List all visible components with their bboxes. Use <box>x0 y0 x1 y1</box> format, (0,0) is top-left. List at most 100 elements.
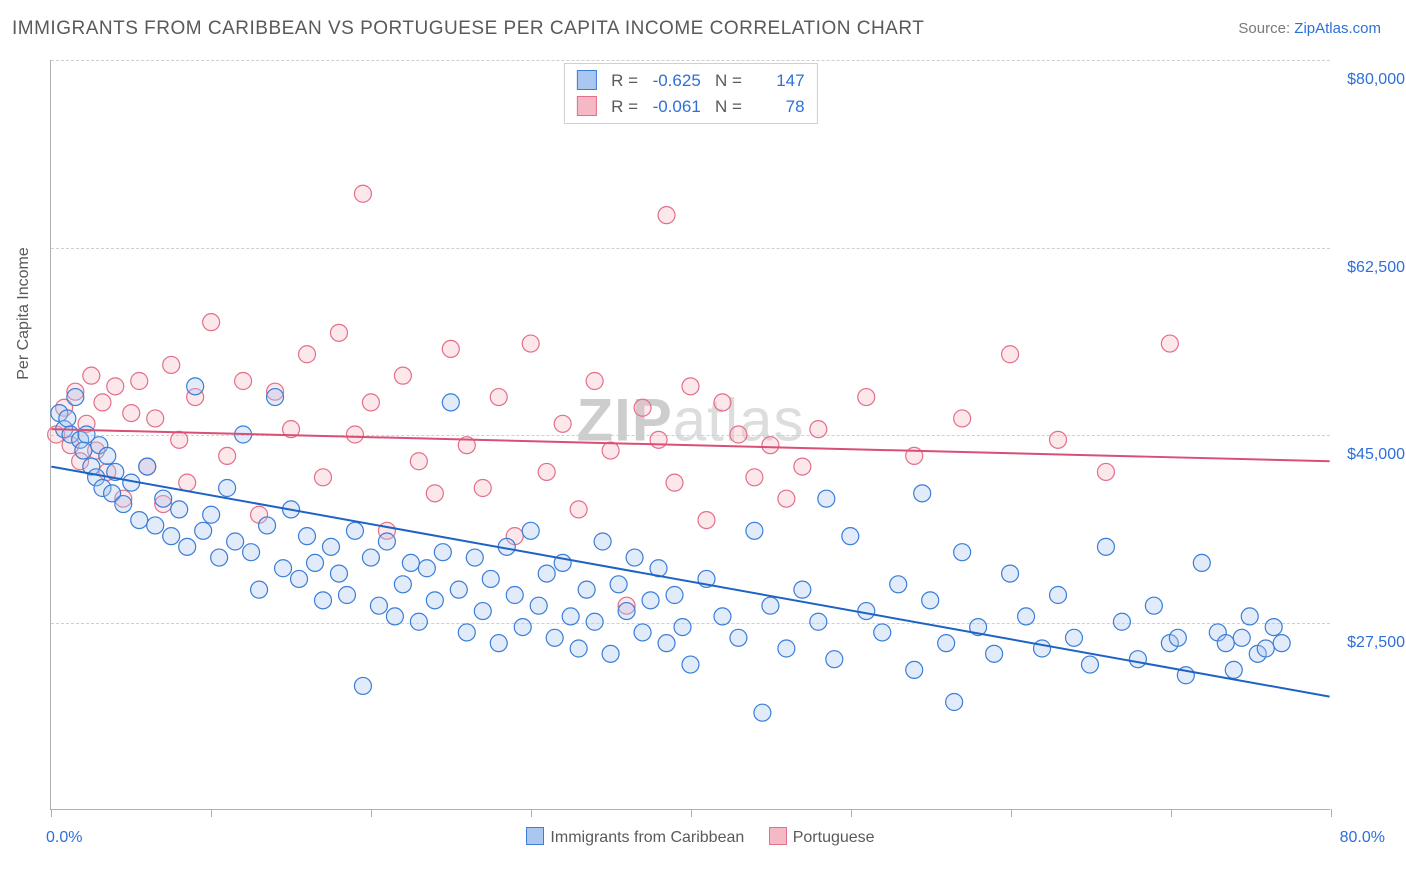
data-point-caribbean <box>530 597 547 614</box>
data-point-caribbean <box>1034 640 1051 657</box>
data-point-caribbean <box>506 587 523 604</box>
data-point-caribbean <box>394 576 411 593</box>
data-point-caribbean <box>1193 554 1210 571</box>
x-tick <box>1331 809 1332 817</box>
data-point-caribbean <box>602 645 619 662</box>
data-point-caribbean <box>658 635 675 652</box>
n-value-caribbean: 147 <box>747 68 805 94</box>
data-point-caribbean <box>418 560 435 577</box>
data-point-caribbean <box>922 592 939 609</box>
data-point-caribbean <box>1081 656 1098 673</box>
data-point-caribbean <box>442 394 459 411</box>
data-point-caribbean <box>243 544 260 561</box>
data-point-caribbean <box>954 544 971 561</box>
data-point-caribbean <box>179 538 196 555</box>
data-point-caribbean <box>1097 538 1114 555</box>
data-point-caribbean <box>75 442 92 459</box>
data-point-caribbean <box>874 624 891 641</box>
data-point-caribbean <box>227 533 244 550</box>
legend-swatch-portuguese <box>769 827 787 845</box>
data-point-portuguese <box>474 480 491 497</box>
data-point-caribbean <box>986 645 1003 662</box>
y-tick-label: $45,000 <box>1335 446 1405 464</box>
legend-bottom: Immigrants from Caribbean Portuguese <box>51 827 1330 847</box>
data-point-caribbean <box>562 608 579 625</box>
data-point-caribbean <box>203 506 220 523</box>
legend-label-caribbean: Immigrants from Caribbean <box>550 829 744 846</box>
chart-title: IMMIGRANTS FROM CARIBBEAN VS PORTUGUESE … <box>12 18 924 40</box>
data-point-caribbean <box>578 581 595 598</box>
data-point-portuguese <box>1002 346 1019 363</box>
data-point-portuguese <box>650 431 667 448</box>
data-point-caribbean <box>211 549 228 566</box>
data-point-portuguese <box>330 324 347 341</box>
data-point-portuguese <box>554 415 571 432</box>
data-point-portuguese <box>682 378 699 395</box>
data-point-portuguese <box>762 437 779 454</box>
data-point-caribbean <box>275 560 292 577</box>
data-point-caribbean <box>714 608 731 625</box>
data-point-caribbean <box>538 565 555 582</box>
data-point-caribbean <box>906 661 923 678</box>
data-point-caribbean <box>402 554 419 571</box>
data-point-portuguese <box>299 346 316 363</box>
data-point-caribbean <box>59 410 76 427</box>
data-point-caribbean <box>746 522 763 539</box>
data-point-portuguese <box>570 501 587 518</box>
data-point-caribbean <box>682 656 699 673</box>
data-point-caribbean <box>131 512 148 529</box>
data-point-caribbean <box>1257 640 1274 657</box>
data-point-caribbean <box>267 389 284 406</box>
data-point-caribbean <box>299 528 316 545</box>
correlation-stats-box: R = -0.625 N = 147 R = -0.061 N = 78 <box>563 63 817 124</box>
data-point-caribbean <box>810 613 827 630</box>
n-value-portuguese: 78 <box>747 94 805 120</box>
scatter-svg <box>51 60 1330 809</box>
data-point-caribbean <box>354 677 371 694</box>
y-tick-label: $80,000 <box>1335 71 1405 89</box>
data-point-caribbean <box>410 613 427 630</box>
data-point-caribbean <box>362 549 379 566</box>
data-point-caribbean <box>338 587 355 604</box>
data-point-caribbean <box>818 490 835 507</box>
data-point-caribbean <box>938 635 955 652</box>
data-point-portuguese <box>123 405 140 422</box>
data-point-portuguese <box>666 474 683 491</box>
data-point-caribbean <box>754 704 771 721</box>
x-axis-max-label: 80.0% <box>1340 829 1385 847</box>
data-point-portuguese <box>179 474 196 491</box>
data-point-portuguese <box>346 426 363 443</box>
x-tick <box>371 809 372 817</box>
data-point-portuguese <box>794 458 811 475</box>
data-point-caribbean <box>139 458 156 475</box>
x-tick <box>211 809 212 817</box>
data-point-caribbean <box>1113 613 1130 630</box>
data-point-caribbean <box>1002 565 1019 582</box>
swatch-portuguese <box>576 96 596 116</box>
data-point-caribbean <box>1065 629 1082 646</box>
data-point-caribbean <box>315 592 332 609</box>
data-point-caribbean <box>594 533 611 550</box>
data-point-portuguese <box>634 399 651 416</box>
legend-label-portuguese: Portuguese <box>793 829 875 846</box>
data-point-caribbean <box>514 619 531 636</box>
data-point-caribbean <box>1241 608 1258 625</box>
data-point-caribbean <box>147 517 164 534</box>
source-link[interactable]: ZipAtlas.com <box>1294 20 1381 37</box>
data-point-portuguese <box>778 490 795 507</box>
data-point-caribbean <box>1265 619 1282 636</box>
x-tick <box>1011 809 1012 817</box>
data-point-caribbean <box>610 576 627 593</box>
data-point-caribbean <box>618 603 635 620</box>
data-point-caribbean <box>1129 651 1146 668</box>
data-point-caribbean <box>1217 635 1234 652</box>
data-point-caribbean <box>826 651 843 668</box>
data-point-caribbean <box>450 581 467 598</box>
data-point-portuguese <box>163 356 180 373</box>
data-point-caribbean <box>666 587 683 604</box>
stats-row-portuguese: R = -0.061 N = 78 <box>576 94 804 120</box>
data-point-portuguese <box>203 314 220 331</box>
y-tick-label: $27,500 <box>1335 634 1405 652</box>
data-point-caribbean <box>586 613 603 630</box>
y-axis-label: Per Capita Income <box>15 247 33 380</box>
